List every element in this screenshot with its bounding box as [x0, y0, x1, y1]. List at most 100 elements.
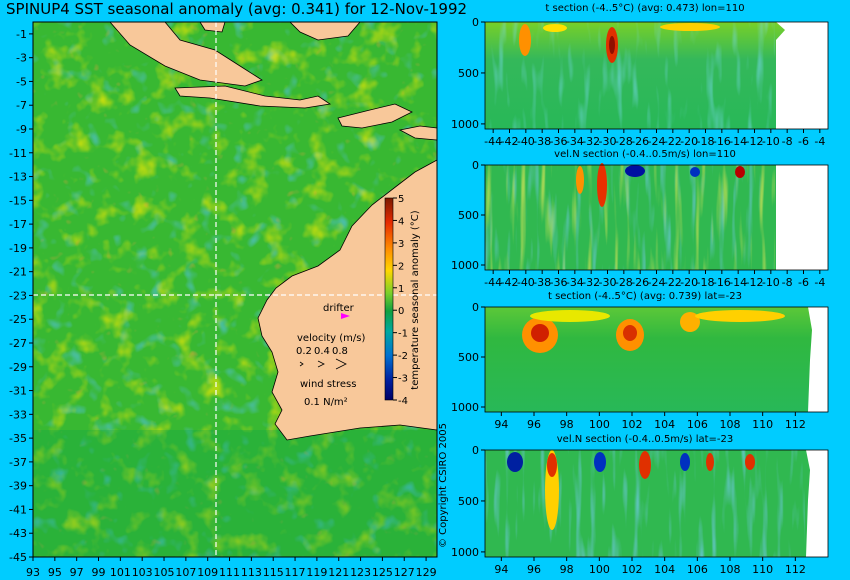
drifter-marker [341, 313, 350, 319]
lat-tick-label: -39 [9, 480, 27, 493]
colorbar-tick-label: -3 [398, 374, 408, 385]
section-x-tick-label: -6 [798, 276, 809, 289]
depth-tick-label: 500 [458, 67, 479, 80]
section-x-tick-label: -12 [746, 276, 764, 289]
section-x-tick-label: -10 [762, 135, 780, 148]
section-x-tick-label: 98 [560, 563, 574, 576]
section-x-tick-label: -8 [782, 135, 793, 148]
section-x-tick-label: -28 [615, 135, 633, 148]
section-x-tick-label: -16 [713, 135, 731, 148]
section-x-tick-label: -20 [680, 276, 698, 289]
section-x-tick-label: -28 [615, 276, 633, 289]
section-x-tick-label: 100 [589, 563, 610, 576]
section-x-tick-label: 104 [654, 418, 675, 431]
colorbar-tick-label: 2 [398, 261, 404, 272]
section-x-tick-label: -22 [664, 276, 682, 289]
section-x-tick-label: 108 [720, 563, 741, 576]
section-x-tick-label: -44 [484, 135, 502, 148]
section-x-tick-label: -26 [631, 135, 649, 148]
copyright: © Copyright CSIRO 2005 [438, 423, 449, 548]
section-x-tick-label: 102 [622, 563, 643, 576]
section-x-tick-label: -30 [599, 135, 617, 148]
section-x-tick-label: -14 [729, 135, 747, 148]
lon-tick-label: 117 [285, 566, 306, 579]
section-x-tick-label: -12 [746, 135, 764, 148]
lat-tick-label: -45 [9, 551, 27, 564]
colorbar-tick-label: -1 [398, 329, 408, 340]
lon-tick-label: 125 [372, 566, 393, 579]
lon-tick-label: 123 [350, 566, 371, 579]
section-x-tick-label: -16 [713, 276, 731, 289]
lon-tick-label: 107 [175, 566, 196, 579]
lon-axis: 93 95 97 99 101 103 105 107 109 111 113 115 117 119 12… [26, 557, 437, 579]
section-x-tick-label: 94 [494, 563, 508, 576]
drifter-label: drifter [323, 303, 355, 314]
colorbar-tick-label: -2 [398, 351, 408, 362]
lat-tick-label: -5 [16, 75, 27, 88]
section-x-tick-label: -34 [566, 135, 584, 148]
lon-tick-label: 101 [110, 566, 131, 579]
depth-tick-label: 1000 [451, 118, 479, 131]
section-panel-2 [484, 163, 829, 271]
section-x-tick-label: -24 [648, 135, 666, 148]
colorbar-tick-label: 4 [398, 216, 404, 227]
section-x-tick-label: 98 [560, 418, 574, 431]
lat-tick-label: -29 [9, 361, 27, 374]
lat-tick-label: -35 [9, 432, 27, 445]
section-x-tick-label: 100 [589, 418, 610, 431]
lon-tick-label: 99 [92, 566, 106, 579]
section-x-tick-label: -18 [697, 276, 715, 289]
depth-tick-label: 1000 [451, 546, 479, 559]
section-x-tick-label: -20 [680, 135, 698, 148]
colorbar-tick-label: -4 [398, 396, 408, 407]
wind-legend-value: 0.1 N/m² [304, 397, 348, 408]
lon-tick-label: 121 [328, 566, 349, 579]
colorbar-tick-label: 5 [398, 194, 404, 205]
section-2-title: vel.N section (-0.4..0.5m/s) lon=110 [554, 149, 736, 160]
section-x-tick-label: -24 [648, 276, 666, 289]
wind-legend-title: wind stress [300, 379, 356, 390]
lat-tick-label: -15 [9, 194, 27, 207]
lon-tick-label: 129 [416, 566, 437, 579]
section-panel-1 [484, 21, 829, 130]
section-x-tick-label: -10 [762, 276, 780, 289]
section-x-tick-label: -22 [664, 135, 682, 148]
colorbar-tick-label: 0 [398, 306, 404, 317]
section-x-tick-label: -40 [517, 135, 535, 148]
section-panel-4 [484, 449, 829, 558]
section-3-title: t section (-4..5°C) (avg: 0.739) lat=-23 [547, 291, 743, 302]
lat-tick-label: -31 [9, 385, 27, 398]
lat-tick-label: -13 [9, 171, 27, 184]
velocity-scale-2: 0.8 [332, 346, 348, 357]
lon-tick-label: 95 [48, 566, 62, 579]
colorbar-tick-label: 3 [398, 239, 404, 250]
lon-tick-label: 113 [241, 566, 262, 579]
lat-tick-label: -37 [9, 456, 27, 469]
section-x-tick-label: -38 [533, 135, 551, 148]
lat-tick-label: -1 [16, 28, 27, 41]
section-x-tick-label: -36 [550, 276, 568, 289]
section-x-tick-label: 104 [654, 563, 675, 576]
section-panel-3 [484, 306, 829, 413]
section-panels: 05001000-44-42-40-38-36-34-32-30-28-26-2… [451, 16, 829, 576]
lat-tick-label: -25 [9, 313, 27, 326]
section-x-tick-label: -38 [533, 276, 551, 289]
lat-tick-label: -19 [9, 242, 27, 255]
colorbar-label: temperature seasonal anomaly (°C) [410, 210, 421, 389]
colorbar-tick-label: 1 [398, 284, 404, 295]
lat-tick-label: -27 [9, 337, 27, 350]
section-x-tick-label: 102 [622, 418, 643, 431]
section-x-tick-label: -30 [599, 276, 617, 289]
section-x-tick-label: -14 [729, 276, 747, 289]
section-x-tick-label: -8 [782, 276, 793, 289]
lon-tick-label: 105 [154, 566, 175, 579]
section-x-tick-label: 110 [752, 563, 773, 576]
lat-tick-label: -43 [9, 527, 27, 540]
section-x-tick-label: -40 [517, 276, 535, 289]
colorbar: 5 4 3 2 1 0 -1 -2 -3 -4 temperature seasonal anom… [384, 194, 421, 407]
section-x-tick-label: -4 [814, 276, 825, 289]
lon-tick-label: 109 [197, 566, 218, 579]
depth-tick-label: 500 [458, 209, 479, 222]
depth-tick-label: 0 [472, 16, 479, 29]
lat-tick-label: -7 [16, 99, 27, 112]
